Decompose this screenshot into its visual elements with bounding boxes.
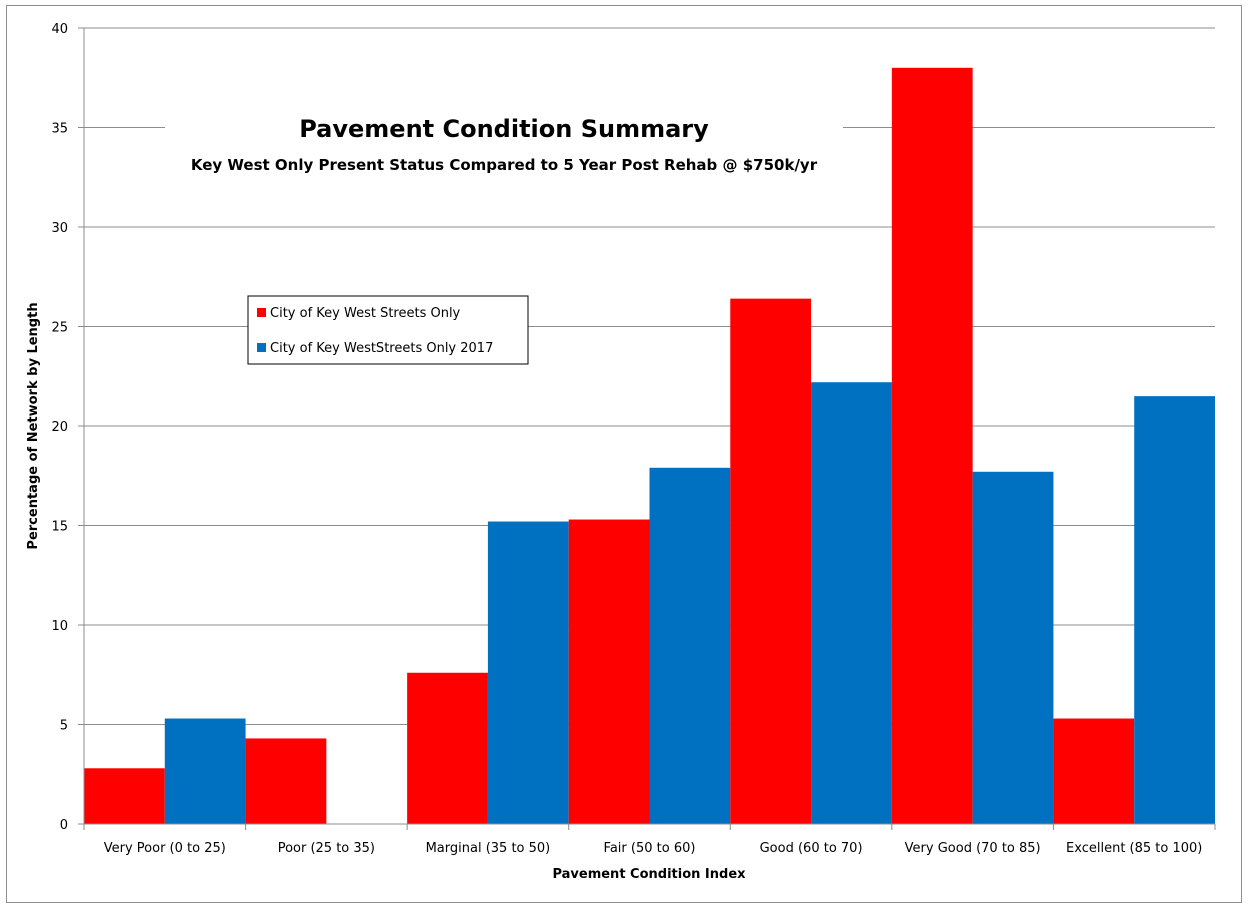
y-tick-labels: 0 5 10 15 20 25 30 35 40 [51, 22, 84, 833]
x-axis-title: Pavement Condition Index [552, 867, 746, 882]
y-tick-label: 40 [51, 22, 68, 37]
y-axis-title: Percentage of Network by Length [26, 302, 41, 549]
chart-subtitle: Key West Only Present Status Compared to… [191, 156, 818, 174]
x-tick-label: Fair (50 to 60) [604, 841, 696, 856]
y-tick-label: 20 [51, 420, 68, 435]
x-tick-label: Excellent (85 to 100) [1066, 841, 1202, 856]
y-tick-label: 35 [51, 122, 68, 137]
legend-swatch [257, 343, 266, 352]
legend-box [247, 295, 529, 365]
legend: City of Key West Streets Only City of Key… [247, 295, 529, 365]
chart-title: Pavement Condition Summary [299, 115, 709, 143]
title-background [165, 108, 843, 184]
bar-streets-only-2017 [972, 471, 1054, 824]
x-tick-label: Good (60 to 70) [760, 841, 863, 856]
x-tick-label: Poor (25 to 35) [278, 841, 375, 856]
y-tick-label: 5 [60, 719, 68, 734]
x-tick-labels: Very Poor (0 to 25) Poor (25 to 35) Margin… [83, 824, 1216, 856]
y-tick-label: 25 [51, 321, 68, 336]
x-tick-label: Marginal (35 to 50) [426, 841, 551, 856]
bar-streets-only-2017 [811, 382, 892, 824]
bar-streets-only [84, 768, 165, 824]
bar-streets-only-2017 [1134, 396, 1215, 824]
bar-streets-only [1053, 718, 1135, 824]
x-tick-label: Very Poor (0 to 25) [104, 841, 226, 856]
bar-streets-only-2017 [487, 521, 569, 824]
bar-streets-only [568, 519, 650, 824]
legend-label: City of Key WestStreets Only 2017 [270, 341, 493, 356]
legend-label: City of Key West Streets Only [270, 306, 461, 321]
y-tick-label: 0 [60, 818, 68, 833]
bar-streets-only [730, 298, 812, 824]
y-tick-label: 15 [51, 520, 68, 535]
bar-streets-only [245, 738, 327, 824]
x-tick-label: Very Good (70 to 85) [905, 841, 1041, 856]
bar-streets-only [407, 672, 488, 824]
bar-streets-only-2017 [649, 467, 731, 824]
y-tick-label: 30 [51, 221, 68, 236]
bar-streets-only-2017 [164, 718, 246, 824]
bars [84, 67, 1215, 825]
y-tick-label: 10 [51, 619, 68, 634]
bar-streets-only [891, 67, 973, 825]
legend-swatch [257, 308, 266, 317]
